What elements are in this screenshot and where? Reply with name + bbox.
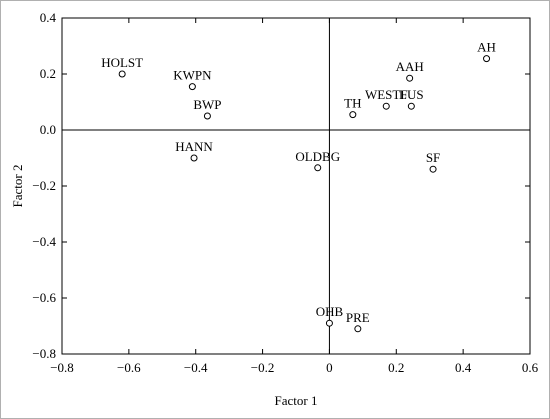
x-tick-label: −0.4 [184,360,208,375]
data-point-label: AAH [396,59,424,74]
y-tick-label: −0.8 [32,346,56,361]
data-point [382,102,390,110]
y-tick-label: 0.0 [40,122,56,137]
x-tick-label: 0.2 [388,360,404,375]
data-point-label: HANN [175,139,213,154]
data-point-label: PRE [346,310,370,325]
data-point [483,55,491,63]
y-tick-label: −0.6 [32,290,56,305]
data-point-label: LUS [399,87,424,102]
data-point-label: KWPN [173,68,212,83]
y-axis-title: Factor 2 [10,165,25,208]
data-point [314,164,322,172]
data-point-label: WESTF [365,87,408,102]
x-tick-label: −0.6 [117,360,141,375]
x-tick-label: 0.4 [455,360,472,375]
data-point-label: AH [477,40,496,55]
data-point-label: HOLST [101,55,143,70]
data-point [429,165,437,173]
data-point [407,102,415,110]
y-tick-label: 0.2 [40,66,56,81]
data-point [118,70,126,78]
data-point-label: SF [426,150,440,165]
y-tick-label: 0.4 [40,10,57,25]
data-point [325,319,333,327]
data-point-label: TH [344,96,361,111]
x-tick-label: 0.6 [522,360,539,375]
y-tick-label: −0.4 [32,234,56,249]
data-point [406,74,414,82]
data-point [203,112,211,120]
reference-lines [62,18,530,354]
x-tick-label: −0.8 [50,360,74,375]
data-point [349,111,357,119]
data-point [188,83,196,91]
y-tick-label: −0.2 [32,178,56,193]
data-point [354,325,362,333]
data-point-label: BWP [193,97,221,112]
axis-ticks: −0.8 −0.6 −0.4 −0.2 0 0.2 0.4 0.6 −0.8 −0.6 −0.4 −0… [32,10,538,375]
x-axis-title: Factor 1 [275,393,318,408]
data-point-label: OLDBG [295,149,340,164]
x-tick-label: 0 [326,360,333,375]
data-point [190,154,198,162]
data-point-label: OHB [316,304,344,319]
x-tick-label: −0.2 [251,360,275,375]
